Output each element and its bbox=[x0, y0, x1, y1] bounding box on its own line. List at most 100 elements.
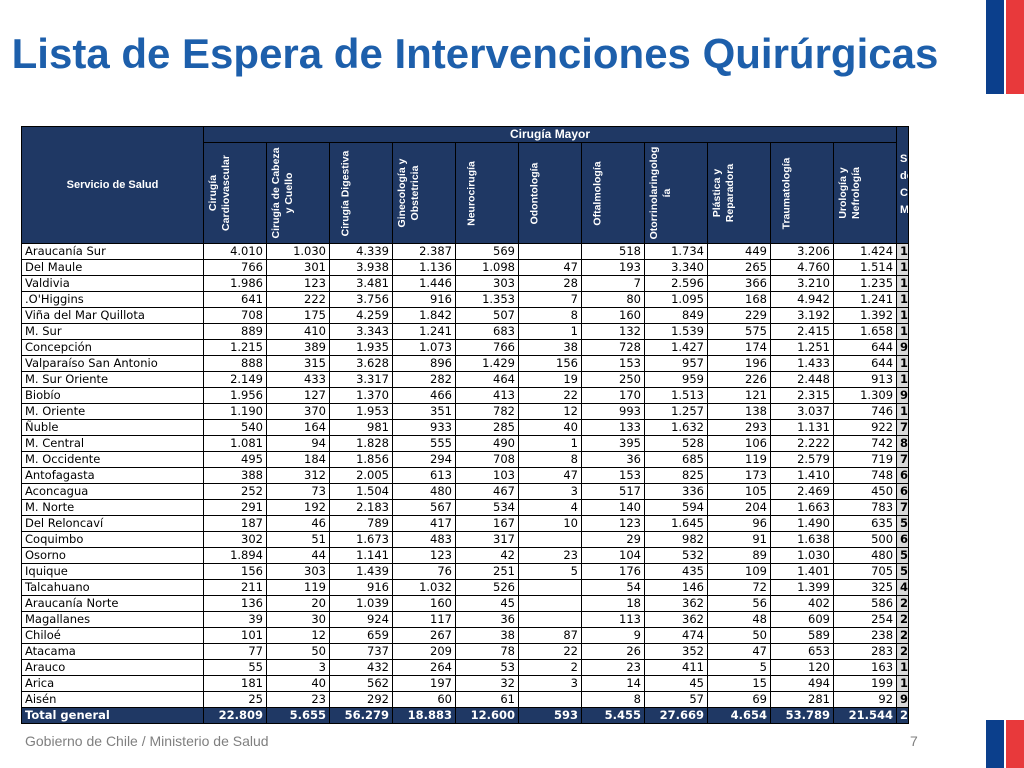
cell-value: 3.481 bbox=[329, 275, 393, 292]
cell-value: 1.424 bbox=[832, 243, 898, 260]
cell-value: 47 bbox=[707, 643, 771, 660]
cell-value: 44 bbox=[266, 547, 330, 564]
chile-flag-stripes-top bbox=[986, 0, 1024, 96]
cell-value: 18 bbox=[581, 595, 645, 612]
cell-value: 294 bbox=[392, 451, 456, 468]
cell-value: 229 bbox=[707, 307, 771, 324]
cell-value: 187 bbox=[203, 515, 267, 532]
table-row: M. Central 1.081 94 1.828 555 490 1 395 528 106 2.… bbox=[21, 435, 910, 452]
cell-value: 315 bbox=[266, 355, 330, 372]
cell-value: 87 bbox=[518, 627, 582, 644]
cell-value: 8 bbox=[581, 691, 645, 708]
cell-value: 1.257 bbox=[644, 403, 708, 420]
cell-value: 204 bbox=[707, 499, 771, 516]
cell-value: 57 bbox=[644, 691, 708, 708]
cell-value: 417 bbox=[392, 515, 456, 532]
cell-value: 464 bbox=[455, 371, 519, 388]
cell-value: 45 bbox=[644, 675, 708, 692]
cell-value: 1.251 bbox=[770, 339, 834, 356]
cell-value: 264 bbox=[392, 659, 456, 676]
cell-value: 5.655 bbox=[266, 707, 330, 724]
cell-value: 5.455 bbox=[581, 707, 645, 724]
cell-value: 1.658 bbox=[832, 323, 898, 340]
cell-value: 121 bbox=[707, 387, 771, 404]
cell-value: 708 bbox=[203, 307, 267, 324]
cell-value: 51 bbox=[266, 531, 330, 548]
cell-value: 526 bbox=[455, 579, 519, 596]
cell-value: 91 bbox=[707, 531, 771, 548]
cell-value: 957 bbox=[644, 355, 708, 372]
subtotal-cell: 1.531 bbox=[896, 659, 910, 676]
subtotal-cell: 5.056 bbox=[896, 563, 910, 580]
subtotal-cell: 8.042 bbox=[896, 435, 910, 452]
cell-value: 56.279 bbox=[329, 707, 393, 724]
subtotal-cell: 17.358 bbox=[896, 259, 910, 276]
cell-value: 132 bbox=[581, 323, 645, 340]
cell-value: 708 bbox=[455, 451, 519, 468]
cell-value: 410 bbox=[266, 323, 330, 340]
cell-value: 123 bbox=[581, 515, 645, 532]
column-header: Odontología bbox=[518, 142, 582, 244]
cell-value: 39 bbox=[203, 611, 267, 628]
cell-value: 737 bbox=[329, 643, 393, 660]
cell-value: 889 bbox=[203, 323, 267, 340]
cell-value bbox=[518, 579, 582, 596]
cell-value: 80 bbox=[581, 291, 645, 308]
column-header-label: Cirugía Digestiva bbox=[339, 150, 352, 236]
cell-value: 1.353 bbox=[455, 291, 519, 308]
cell-value: 46 bbox=[266, 515, 330, 532]
page-number: 7 bbox=[910, 733, 918, 749]
cell-value: 54 bbox=[581, 579, 645, 596]
subtotal-cell: 968 bbox=[896, 691, 910, 708]
cell-value: 1.856 bbox=[329, 451, 393, 468]
cell-value: 411 bbox=[644, 659, 708, 676]
cell-value: 593 bbox=[518, 707, 582, 724]
column-header-label: Traumatología bbox=[780, 157, 793, 229]
table-row: Concepción 1.215 389 1.935 1.073 766 38 728 1.42… bbox=[21, 339, 910, 356]
cell-value: 746 bbox=[832, 403, 898, 420]
cell-value: 705 bbox=[832, 563, 898, 580]
cell-value: 466 bbox=[392, 387, 456, 404]
cell-value: 782 bbox=[455, 403, 519, 420]
cell-value: 2 bbox=[518, 659, 582, 676]
cell-value: 586 bbox=[832, 595, 898, 612]
cell-value: 140 bbox=[581, 499, 645, 516]
footer-org: Gobierno de Chile / Ministerio de Salud bbox=[25, 733, 269, 749]
service-name: Arauco bbox=[21, 659, 204, 676]
cell-value: 105 bbox=[707, 483, 771, 500]
subtotal-cell: 9.782 bbox=[896, 387, 910, 404]
cell-value: 181 bbox=[203, 675, 267, 692]
cell-value: 659 bbox=[329, 627, 393, 644]
cell-value: 156 bbox=[203, 563, 267, 580]
subtotal-cell: 12.886 bbox=[896, 323, 910, 340]
cell-value: 1.632 bbox=[644, 419, 708, 436]
cell-value: 61 bbox=[455, 691, 519, 708]
cell-value: 53.789 bbox=[770, 707, 834, 724]
service-name: Osorno bbox=[21, 547, 204, 564]
cell-value: 222 bbox=[266, 291, 330, 308]
cell-value: 20 bbox=[266, 595, 330, 612]
cell-value: 1.141 bbox=[329, 547, 393, 564]
cell-value: 1.392 bbox=[832, 307, 898, 324]
table-row: M. Sur Oriente 2.149 433 3.317 282 464 19 250 95… bbox=[21, 371, 910, 388]
cell-value: 1.513 bbox=[644, 387, 708, 404]
subtotal-cell: 10.829 bbox=[896, 403, 910, 420]
cell-value: 69 bbox=[707, 691, 771, 708]
cell-value: 981 bbox=[329, 419, 393, 436]
cell-value: 728 bbox=[581, 339, 645, 356]
cell-value: 15 bbox=[707, 675, 771, 692]
subtotal-cell: 6.656 bbox=[896, 483, 910, 500]
cell-value: 196 bbox=[707, 355, 771, 372]
cell-value: 575 bbox=[707, 323, 771, 340]
cell-value: 168 bbox=[707, 291, 771, 308]
cell-value: 3.317 bbox=[329, 371, 393, 388]
cell-value: 1.514 bbox=[832, 259, 898, 276]
cell-value: 45 bbox=[455, 595, 519, 612]
cell-value: 3.628 bbox=[329, 355, 393, 372]
cell-value: 517 bbox=[581, 483, 645, 500]
subtotal-cell: 5.605 bbox=[896, 515, 910, 532]
cell-value: 1.039 bbox=[329, 595, 393, 612]
cell-value: 480 bbox=[832, 547, 898, 564]
cell-value: 175 bbox=[266, 307, 330, 324]
cell-value: 1.370 bbox=[329, 387, 393, 404]
